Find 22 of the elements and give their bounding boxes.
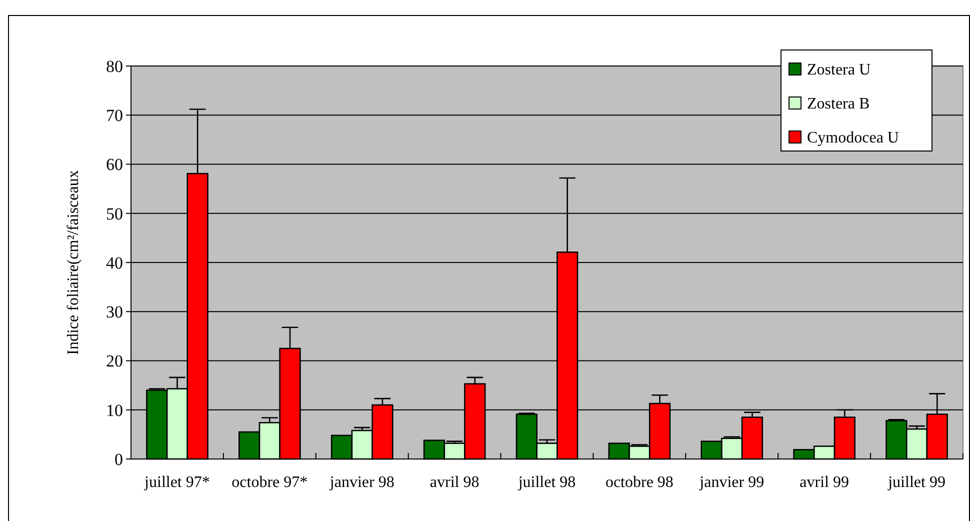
y-tick-label: 60 (106, 155, 123, 174)
legend-label: Cymodocea U (807, 130, 900, 147)
x-tick-label: juillet 98 (517, 474, 576, 491)
x-tick-label: juillet 99 (887, 474, 946, 491)
x-tick-label: octobre 97* (232, 474, 308, 491)
y-tick-label: 30 (106, 302, 123, 322)
legend-label: Zostera B (807, 96, 870, 113)
x-tick-label: janvier 98 (328, 474, 394, 491)
y-tick-label: 40 (106, 253, 123, 272)
y-tick-label: 50 (106, 204, 123, 224)
y-tick-label: 0 (114, 450, 123, 469)
x-tick-label: avril 98 (430, 474, 480, 491)
y-tick-label: 70 (106, 106, 123, 126)
y-tick-label: 10 (106, 400, 123, 420)
legend-label: Zostera U (807, 62, 871, 79)
y-tick-label: 80 (106, 56, 123, 76)
y-axis-title: Indice foliaire(cm²/faisceaux (65, 170, 82, 355)
x-tick-label: juillet 97* (144, 474, 210, 491)
x-tick-label: avril 99 (800, 474, 849, 491)
y-tick-label: 20 (106, 352, 123, 371)
x-tick-label: janvier 99 (698, 474, 764, 491)
x-tick-label: octobre 98 (605, 474, 674, 491)
